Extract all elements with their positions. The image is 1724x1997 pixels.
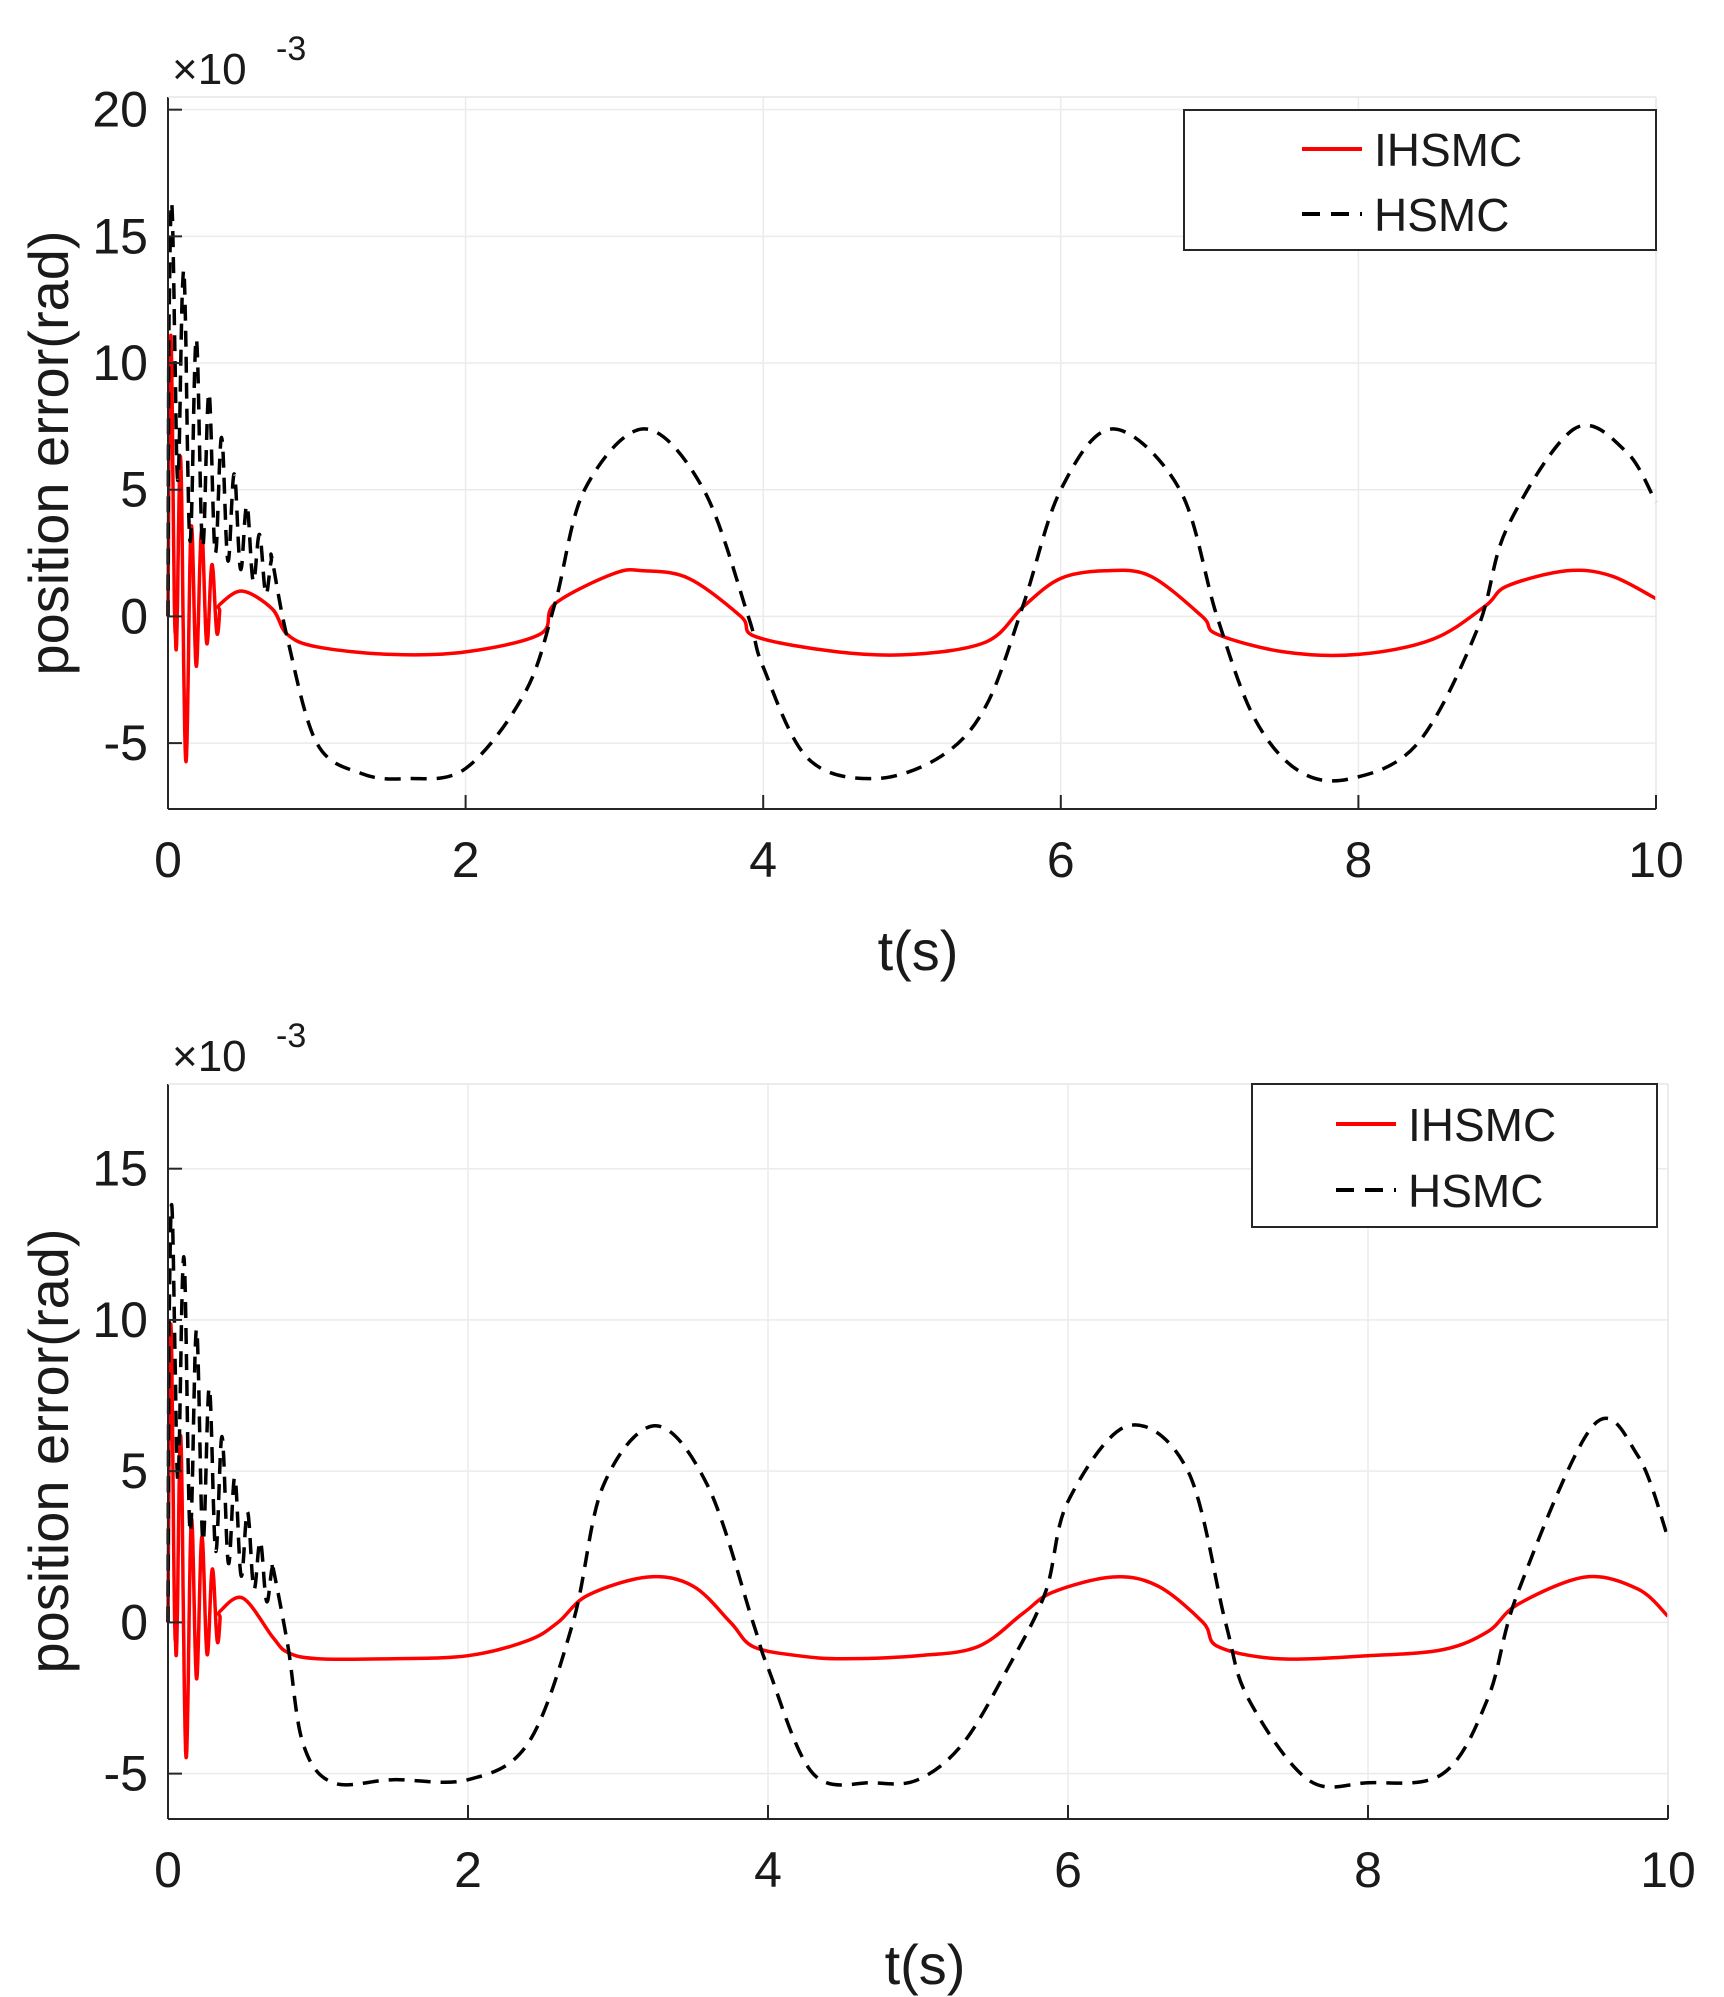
x-tick-label: 6 [1047,832,1075,888]
y-multiplier-base: ×10 [172,1032,247,1081]
x-tick-label: 0 [154,832,182,888]
series-layer [166,201,1658,783]
y-tick-label: 10 [92,335,148,391]
legend-box [1183,109,1657,251]
legend-box [1251,1083,1658,1228]
y-tick-label: 0 [120,588,148,644]
series-line-hsmc [166,1202,1670,1789]
y-tick-label: 10 [92,1292,148,1348]
y-tick-label: 5 [120,462,148,518]
x-tick-label: 8 [1354,1842,1382,1898]
x-tick-label: 10 [1640,1842,1696,1898]
legend: IHSMC HSMC [1251,1083,1658,1228]
y-tick-label: 0 [120,1594,148,1650]
ticks: 0 2 4 6 8 10 -5 0 5 10 15 20 [92,82,1683,888]
x-tick-label: 2 [454,1842,482,1898]
y-tick-label: 20 [92,82,148,138]
grid [168,1084,1668,1819]
x-tick-label: 4 [754,1842,782,1898]
y-multiplier: ×10 -3 [172,30,306,94]
y-axis-label: position error(rad) [17,1228,80,1673]
y-tick-label: 5 [120,1443,148,1499]
series-layer [166,1202,1670,1789]
x-tick-label: 0 [154,1842,182,1898]
x-axis-label: t(s) [878,919,959,982]
legend-label-hsmc: HSMC [1408,1165,1543,1217]
series-line-ihsmc [166,333,1657,764]
series-line-hsmc [166,201,1658,783]
x-axis-label: t(s) [885,1933,966,1996]
y-tick-label: -5 [104,715,148,771]
legend-label-hsmc: HSMC [1374,189,1509,241]
x-tick-label: 6 [1054,1842,1082,1898]
x-tick-label: 4 [749,832,777,888]
chart-top: 0 2 4 6 8 10 -5 0 5 10 15 20 ×10 -3 t(s) position e… [17,30,1684,982]
x-tick-label: 2 [452,832,480,888]
y-tick-label: -5 [104,1746,148,1802]
legend-label-ihsmc: IHSMC [1408,1099,1556,1151]
y-multiplier: ×10 -3 [172,1017,306,1081]
y-multiplier-exponent: -3 [276,30,306,68]
x-tick-label: 10 [1628,832,1684,888]
x-tick-label: 8 [1344,832,1372,888]
y-tick-label: 15 [92,208,148,264]
y-multiplier-base: ×10 [172,45,247,94]
legend-label-ihsmc: IHSMC [1374,124,1522,176]
y-multiplier-exponent: -3 [276,1017,306,1055]
y-axis-label: position error(rad) [17,230,80,675]
legend: IHSMC HSMC [1183,109,1657,251]
y-tick-label: 15 [92,1141,148,1197]
